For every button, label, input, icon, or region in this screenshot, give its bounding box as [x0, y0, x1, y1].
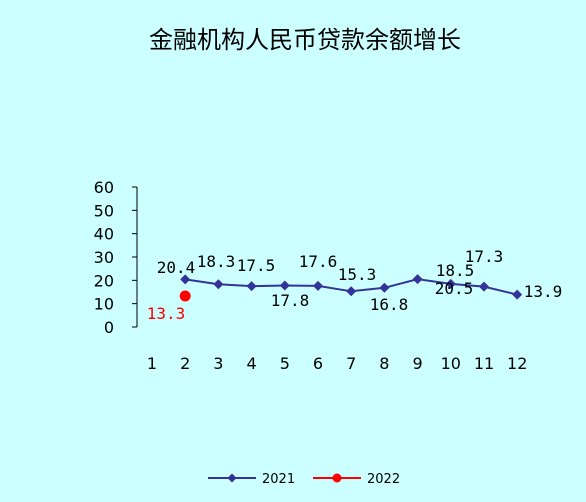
legend-marker-2021	[227, 473, 237, 483]
legend: 2021 2022	[208, 472, 400, 487]
series-layer	[179, 274, 523, 302]
x-tick-label: 5	[280, 354, 290, 373]
x-tick-label: 8	[379, 354, 389, 373]
y-tick-label: 0	[104, 318, 114, 337]
data-point-2022	[179, 290, 191, 302]
data-labels: 20.4 18.3 17.5 17.8 17.615.3 16.8 20.518.517.3…	[147, 247, 563, 323]
data-label-2021: 20.4	[157, 258, 196, 277]
data-point-2021	[412, 274, 423, 285]
data-point-2021	[180, 274, 191, 285]
y-tick-label: 40	[94, 225, 114, 244]
x-tick-label: 11	[474, 354, 494, 373]
data-point-2021	[246, 281, 257, 292]
data-point-2021	[379, 282, 390, 293]
x-tick-label: 7	[346, 354, 356, 373]
data-label-2022: 13.3	[147, 304, 186, 323]
data-label-2021: 13.9	[524, 282, 563, 301]
data-label-2021: 20.5	[435, 279, 474, 298]
data-point-2021	[213, 279, 224, 290]
y-tick-label: 60	[94, 178, 114, 197]
data-point-2021	[445, 278, 456, 289]
x-tick-label: 10	[441, 354, 461, 373]
data-point-2021	[479, 281, 489, 292]
data-label-2021: 18.5	[436, 261, 475, 280]
y-tick-label: 50	[94, 201, 114, 220]
data-label-2021: 16.8	[370, 295, 409, 314]
data-point-2021	[313, 280, 323, 291]
data-point-2021	[279, 280, 290, 291]
legend-label-2022: 2022	[367, 472, 400, 487]
data-point-2021	[346, 286, 357, 297]
x-tick-label: 4	[247, 354, 257, 373]
x-tick-label: 3	[213, 354, 223, 373]
chart-title: 金融机构人民币贷款余额增长	[149, 26, 461, 54]
x-tick-label: 2	[180, 354, 190, 373]
y-tick-label: 20	[94, 271, 114, 290]
data-label-2021: 17.6	[299, 252, 338, 271]
data-label-2021: 18.3	[197, 252, 236, 271]
x-tick-label: 1	[147, 354, 157, 373]
legend-marker-2022	[332, 473, 342, 483]
data-point-2021	[512, 289, 523, 300]
x-tick-label: 6	[313, 354, 323, 373]
x-tick-label: 12	[507, 354, 527, 373]
data-label-2021: 17.8	[271, 291, 310, 310]
legend-label-2021: 2021	[262, 472, 295, 487]
data-label-2021: 15.3	[338, 265, 377, 284]
data-label-2021: 17.3	[465, 247, 504, 266]
x-tick-label: 9	[413, 354, 423, 373]
data-label-2021: 17.5	[237, 256, 276, 275]
y-tick-label: 30	[94, 248, 114, 267]
y-tick-label: 10	[94, 295, 114, 314]
